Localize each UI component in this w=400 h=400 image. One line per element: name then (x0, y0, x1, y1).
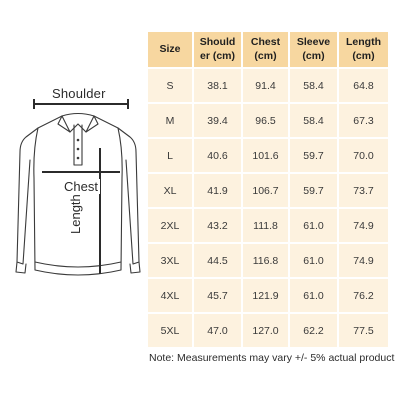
header-chest: Chest (cm) (243, 32, 290, 69)
garment-illustration: Shoulder Chest Length (0, 0, 148, 400)
cell-shoulder: 43.2 (194, 209, 243, 244)
chest-label: Chest (62, 179, 100, 194)
cell-sleeve: 61.0 (290, 209, 339, 244)
cell-shoulder: 45.7 (194, 279, 243, 314)
cell-chest: 121.9 (243, 279, 290, 314)
cell-size: 3XL (148, 244, 194, 279)
cell-length: 74.9 (339, 209, 390, 244)
cell-shoulder: 41.9 (194, 174, 243, 209)
cell-size: M (148, 104, 194, 139)
cell-shoulder: 38.1 (194, 69, 243, 104)
cell-size: 4XL (148, 279, 194, 314)
cell-chest: 127.0 (243, 314, 290, 349)
cell-sleeve: 58.4 (290, 104, 339, 139)
cell-shoulder: 39.4 (194, 104, 243, 139)
long-sleeve-polo-shirt-icon (15, 99, 141, 276)
cell-sleeve: 62.2 (290, 314, 339, 349)
cell-sleeve: 61.0 (290, 279, 339, 314)
cell-length: 73.7 (339, 174, 390, 209)
cell-sleeve: 59.7 (290, 174, 339, 209)
cell-sleeve: 61.0 (290, 244, 339, 279)
cell-chest: 91.4 (243, 69, 290, 104)
cell-size: XL (148, 174, 194, 209)
cell-size: 2XL (148, 209, 194, 244)
cell-shoulder: 47.0 (194, 314, 243, 349)
shoulder-measure-line (33, 99, 129, 109)
cell-length: 67.3 (339, 104, 390, 139)
cell-size: 5XL (148, 314, 194, 349)
header-shoulder: Should er (cm) (194, 32, 243, 69)
cell-chest: 111.8 (243, 209, 290, 244)
length-label: Length (68, 194, 83, 234)
cell-length: 77.5 (339, 314, 390, 349)
cell-length: 76.2 (339, 279, 390, 314)
cell-shoulder: 44.5 (194, 244, 243, 279)
cell-chest: 116.8 (243, 244, 290, 279)
cell-size: S (148, 69, 194, 104)
header-length: Length (cm) (339, 32, 390, 69)
header-size: Size (148, 32, 194, 69)
size-chart-table: Size Should er (cm) Chest (cm) Sleeve (c… (148, 32, 390, 349)
cell-chest: 96.5 (243, 104, 290, 139)
cell-sleeve: 59.7 (290, 139, 339, 174)
cell-shoulder: 40.6 (194, 139, 243, 174)
cell-length: 64.8 (339, 69, 390, 104)
cell-length: 74.9 (339, 244, 390, 279)
header-sleeve: Sleeve (cm) (290, 32, 339, 69)
cell-chest: 106.7 (243, 174, 290, 209)
cell-size: L (148, 139, 194, 174)
cell-sleeve: 58.4 (290, 69, 339, 104)
cell-chest: 101.6 (243, 139, 290, 174)
shoulder-label: Shoulder (52, 86, 106, 101)
cell-length: 70.0 (339, 139, 390, 174)
measurement-note: Note: Measurements may vary +/- 5% actua… (149, 352, 395, 364)
